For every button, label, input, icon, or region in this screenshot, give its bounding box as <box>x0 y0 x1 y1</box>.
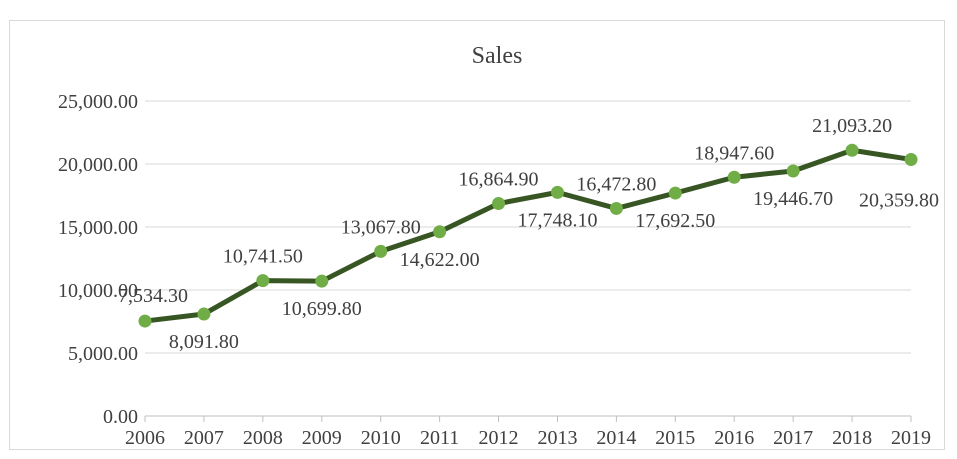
data-label: 14,622.00 <box>400 249 480 271</box>
chart-title: Sales <box>472 43 523 69</box>
data-label: 18,947.60 <box>694 142 774 164</box>
x-tick-label: 2015 <box>655 427 695 449</box>
data-label: 16,472.80 <box>576 173 656 195</box>
data-point <box>904 152 918 166</box>
data-label: 8,091.80 <box>169 331 239 353</box>
data-point <box>138 314 152 328</box>
x-tick-label: 2007 <box>184 427 224 449</box>
y-tick-label: 5,000.00 <box>68 343 138 365</box>
data-point <box>786 164 800 178</box>
data-point <box>550 185 564 199</box>
data-labels: 7,534.30 8,091.80 10,741.50 10,699.80 13,067… <box>118 115 939 353</box>
x-tick-label: 2019 <box>891 427 931 449</box>
data-label: 10,699.80 <box>282 298 362 320</box>
data-label: 21,093.20 <box>812 115 892 137</box>
y-tick-label: 0.00 <box>103 406 138 428</box>
y-tick-labels: 0.00 5,000.00 10,000.00 15,000.00 20,000.00 2… <box>58 91 138 428</box>
data-point <box>845 143 859 157</box>
data-point <box>668 186 682 200</box>
x-tick-label: 2010 <box>361 427 401 449</box>
x-tick-label: 2009 <box>302 427 342 449</box>
y-tick-label: 25,000.00 <box>58 91 138 113</box>
x-tick-label: 2006 <box>125 427 165 449</box>
data-label: 10,741.50 <box>223 246 303 268</box>
x-tick-label: 2018 <box>832 427 872 449</box>
x-tick-labels: 2006 2007 2008 2009 2010 2011 2012 2013 2014 2015… <box>125 416 931 449</box>
data-label: 20,359.80 <box>859 189 939 211</box>
data-label: 17,748.10 <box>517 209 597 231</box>
x-tick-label: 2017 <box>773 427 813 449</box>
data-point <box>197 307 211 321</box>
x-tick-label: 2016 <box>714 427 754 449</box>
sales-series <box>138 143 918 328</box>
data-point <box>374 244 388 258</box>
data-label: 19,446.70 <box>753 188 833 210</box>
data-label: 13,067.80 <box>341 216 421 238</box>
data-point <box>609 201 623 215</box>
series-line <box>142 147 914 324</box>
x-tick-label: 2013 <box>537 427 577 449</box>
x-tick-label: 2012 <box>479 427 519 449</box>
chart-frame <box>9 20 945 450</box>
gridlines <box>145 100 911 417</box>
y-tick-label: 20,000.00 <box>58 154 138 176</box>
y-tick-label: 10,000.00 <box>58 280 138 302</box>
x-tick-label: 2014 <box>596 427 636 449</box>
data-label: 16,864.90 <box>459 169 539 191</box>
x-tick-label: 2008 <box>243 427 283 449</box>
data-point <box>492 197 506 211</box>
data-label: 17,692.50 <box>635 210 715 232</box>
x-tick-label: 2011 <box>420 427 459 449</box>
data-point <box>315 274 329 288</box>
data-point <box>256 274 270 288</box>
data-point <box>433 225 447 239</box>
data-point <box>727 170 741 184</box>
y-tick-label: 15,000.00 <box>58 217 138 239</box>
data-label: 7,534.30 <box>118 285 188 307</box>
